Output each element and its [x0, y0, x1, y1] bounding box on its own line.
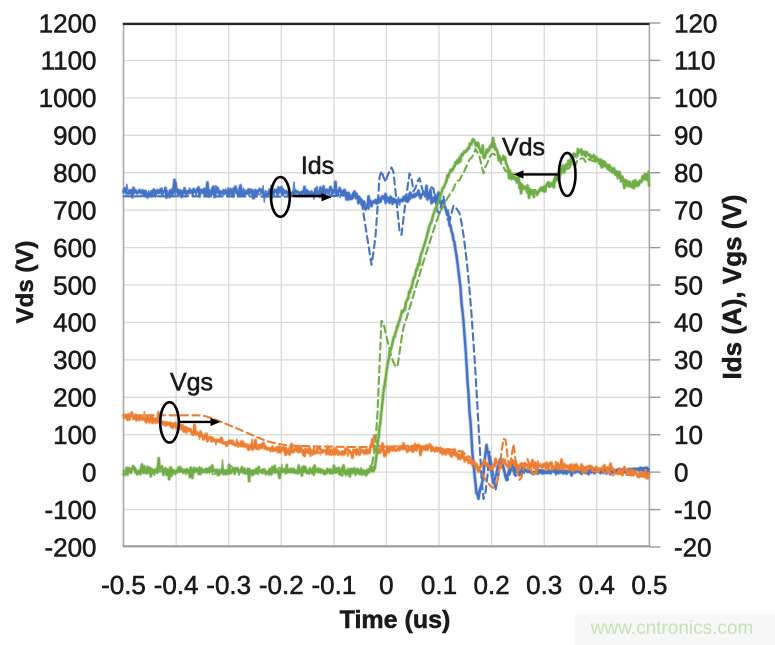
- svg-text:70: 70: [674, 195, 703, 225]
- svg-text:-0.4: -0.4: [154, 570, 199, 600]
- svg-text:-100: -100: [44, 495, 96, 525]
- svg-text:0: 0: [82, 457, 96, 487]
- svg-text:90: 90: [674, 121, 703, 151]
- svg-text:0.1: 0.1: [421, 570, 457, 600]
- svg-text:50: 50: [674, 270, 703, 300]
- svg-text:Ids (A), Vgs (V): Ids (A), Vgs (V): [717, 195, 747, 380]
- svg-text:500: 500: [53, 270, 96, 300]
- svg-text:100: 100: [674, 83, 717, 113]
- svg-text:Vgs: Vgs: [170, 369, 213, 397]
- svg-text:-20: -20: [674, 532, 712, 562]
- svg-text:-0.5: -0.5: [101, 570, 146, 600]
- svg-text:0.4: 0.4: [579, 570, 615, 600]
- svg-text:0.2: 0.2: [474, 570, 510, 600]
- svg-text:0: 0: [379, 570, 393, 600]
- svg-text:-200: -200: [44, 532, 96, 562]
- svg-text:100: 100: [53, 420, 96, 450]
- svg-text:Ids: Ids: [301, 152, 334, 180]
- svg-text:400: 400: [53, 308, 96, 338]
- svg-text:60: 60: [674, 233, 703, 263]
- svg-text:40: 40: [674, 308, 703, 338]
- svg-text:0.5: 0.5: [631, 570, 667, 600]
- svg-text:600: 600: [53, 233, 96, 263]
- svg-text:0.3: 0.3: [526, 570, 562, 600]
- svg-text:300: 300: [53, 345, 96, 375]
- svg-text:Time (us): Time (us): [340, 606, 451, 634]
- svg-text:700: 700: [53, 195, 96, 225]
- svg-text:www.cntronics.com: www.cntronics.com: [590, 618, 754, 639]
- svg-text:1200: 1200: [39, 8, 97, 38]
- svg-text:Vds (V): Vds (V): [12, 241, 39, 324]
- svg-text:1000: 1000: [39, 83, 97, 113]
- svg-text:10: 10: [674, 420, 703, 450]
- svg-text:110: 110: [674, 46, 715, 76]
- svg-text:80: 80: [674, 158, 703, 188]
- svg-text:800: 800: [53, 158, 96, 188]
- svg-text:-0.3: -0.3: [206, 570, 251, 600]
- svg-text:900: 900: [53, 121, 96, 151]
- svg-text:200: 200: [53, 383, 96, 413]
- svg-text:120: 120: [674, 8, 717, 38]
- svg-text:1100: 1100: [41, 46, 97, 76]
- svg-text:-10: -10: [674, 495, 712, 525]
- svg-text:20: 20: [674, 383, 703, 413]
- svg-text:30: 30: [674, 345, 703, 375]
- svg-text:-0.2: -0.2: [259, 570, 304, 600]
- svg-text:Vds: Vds: [502, 134, 545, 162]
- svg-text:-0.1: -0.1: [311, 570, 356, 600]
- svg-text:0: 0: [674, 457, 688, 487]
